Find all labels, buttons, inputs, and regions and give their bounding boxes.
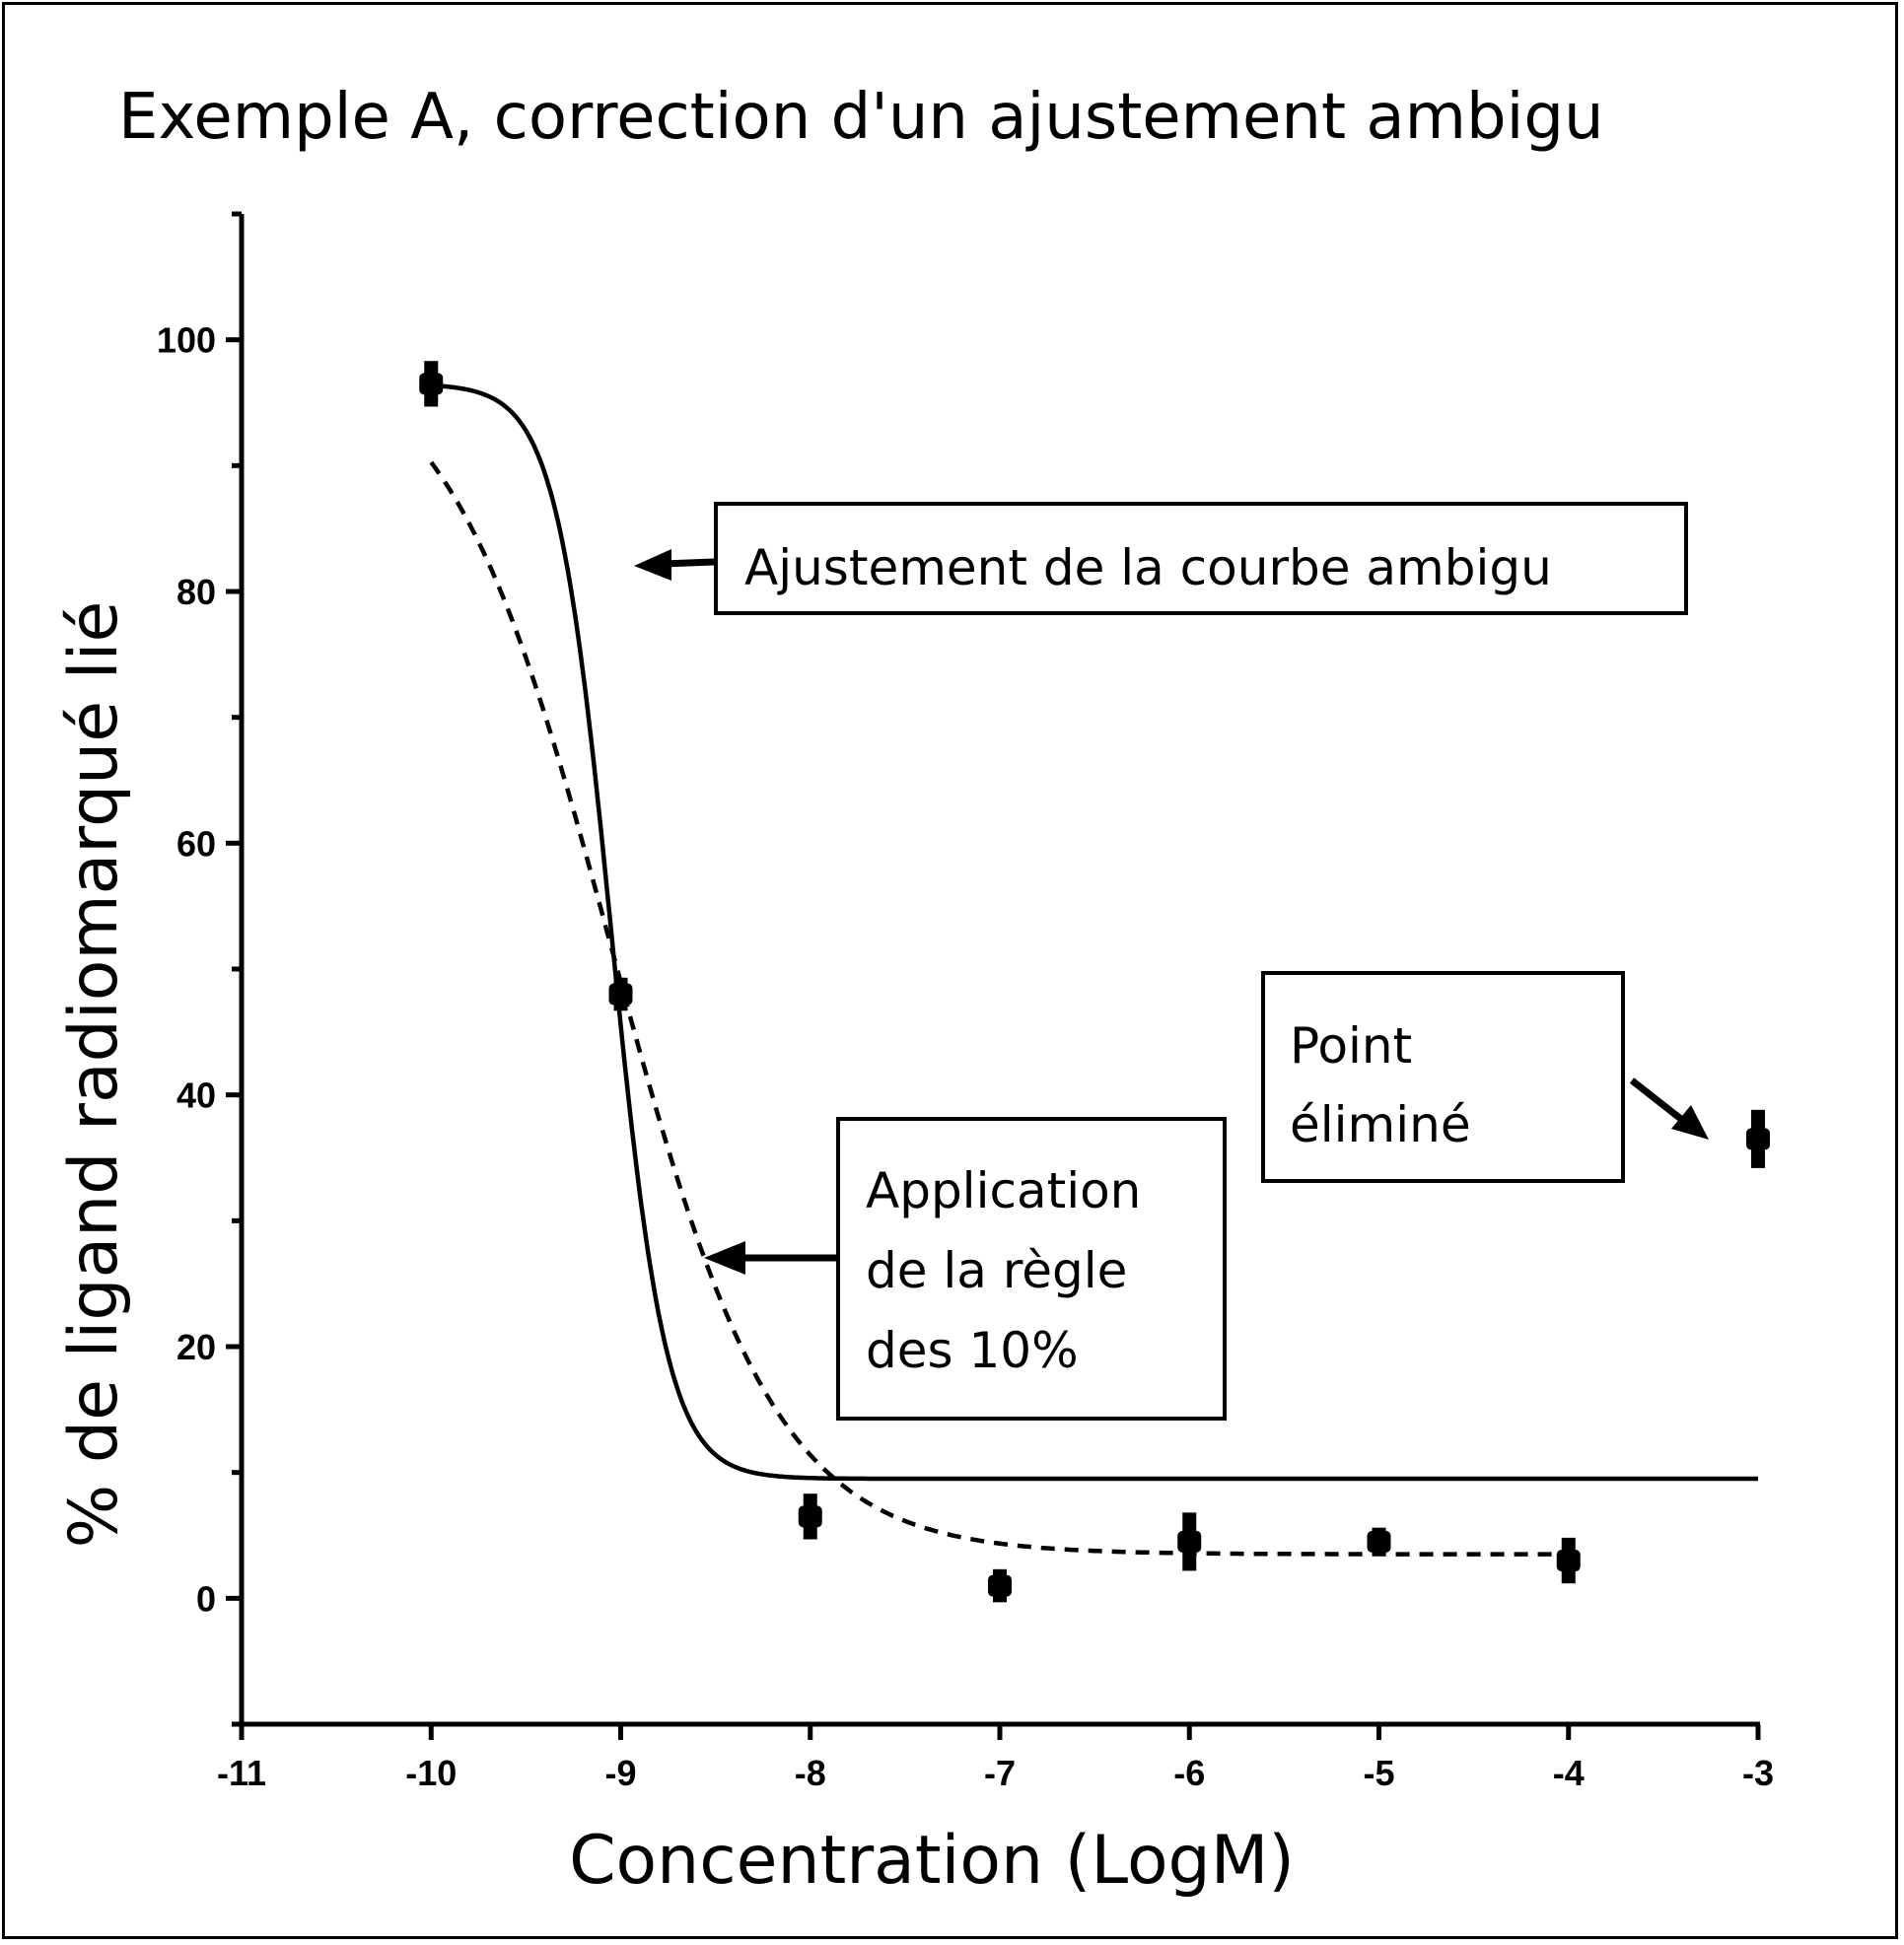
data-point: [419, 373, 444, 395]
annotation-text-line-3: des 10%: [866, 1322, 1079, 1379]
arrow-line: [1629, 1077, 1685, 1123]
y-tick-label: 80: [176, 572, 216, 612]
arrow-head: [1671, 1105, 1709, 1140]
data-point: [1746, 1128, 1770, 1150]
annotation-box: [714, 502, 1688, 615]
x-tick-label: -3: [1742, 1753, 1774, 1793]
x-tick-label: -5: [1363, 1753, 1394, 1793]
y-tick-label: 100: [157, 320, 216, 361]
data-point: [608, 983, 633, 1006]
data-points: [419, 361, 1770, 1603]
data-point: [1177, 1530, 1202, 1553]
axes: -11 -10 -9 -8 -7 -6 -5 -4 -3 0 20 40 60 80 100: [157, 211, 1774, 1793]
annotation-text-line-2: éliminé: [1290, 1096, 1471, 1153]
annotation-text: Ajustement de la courbe ambigu: [744, 539, 1552, 596]
annotation-box: [1261, 971, 1625, 1183]
y-tick-label: 20: [176, 1327, 216, 1367]
arrow-head: [704, 1241, 745, 1275]
y-axis-label: % de ligand radiomarqué lié: [55, 601, 133, 1549]
annotation-text-line-1: Point: [1290, 1017, 1412, 1075]
arrow-head: [634, 549, 671, 581]
annotation-ten-percent-rule: Application de la règle des 10%: [704, 1117, 1227, 1421]
x-tick-label: -11: [217, 1753, 266, 1793]
x-tick-label: -6: [1173, 1753, 1205, 1793]
annotation-text-line-2: de la règle: [866, 1242, 1127, 1299]
fit-curve-solid: [431, 382, 1758, 1482]
data-point: [988, 1574, 1012, 1597]
data-point: [1367, 1530, 1391, 1553]
x-tick-label: -8: [795, 1753, 826, 1793]
y-tick-label: 0: [196, 1578, 216, 1619]
annotation-box: [836, 1117, 1227, 1421]
annotation-ambiguous-fit: Ajustement de la courbe ambigu: [634, 502, 1688, 615]
y-tick-label: 60: [176, 823, 216, 864]
x-tick-label: -10: [405, 1753, 457, 1793]
chart-title: Exemple A, correction d'un ajustement am…: [118, 81, 1604, 154]
y-tick-label: 40: [176, 1076, 216, 1116]
x-tick-label: -4: [1553, 1753, 1585, 1793]
x-tick-label: -7: [984, 1753, 1016, 1793]
data-point: [1556, 1550, 1581, 1572]
x-axis-label: Concentration (LogM): [569, 1822, 1295, 1900]
annotation-text-line-1: Application: [866, 1162, 1141, 1219]
x-tick-label: -9: [604, 1753, 636, 1793]
data-point: [798, 1505, 822, 1528]
annotation-eliminated-point: Point éliminé: [1261, 971, 1709, 1183]
